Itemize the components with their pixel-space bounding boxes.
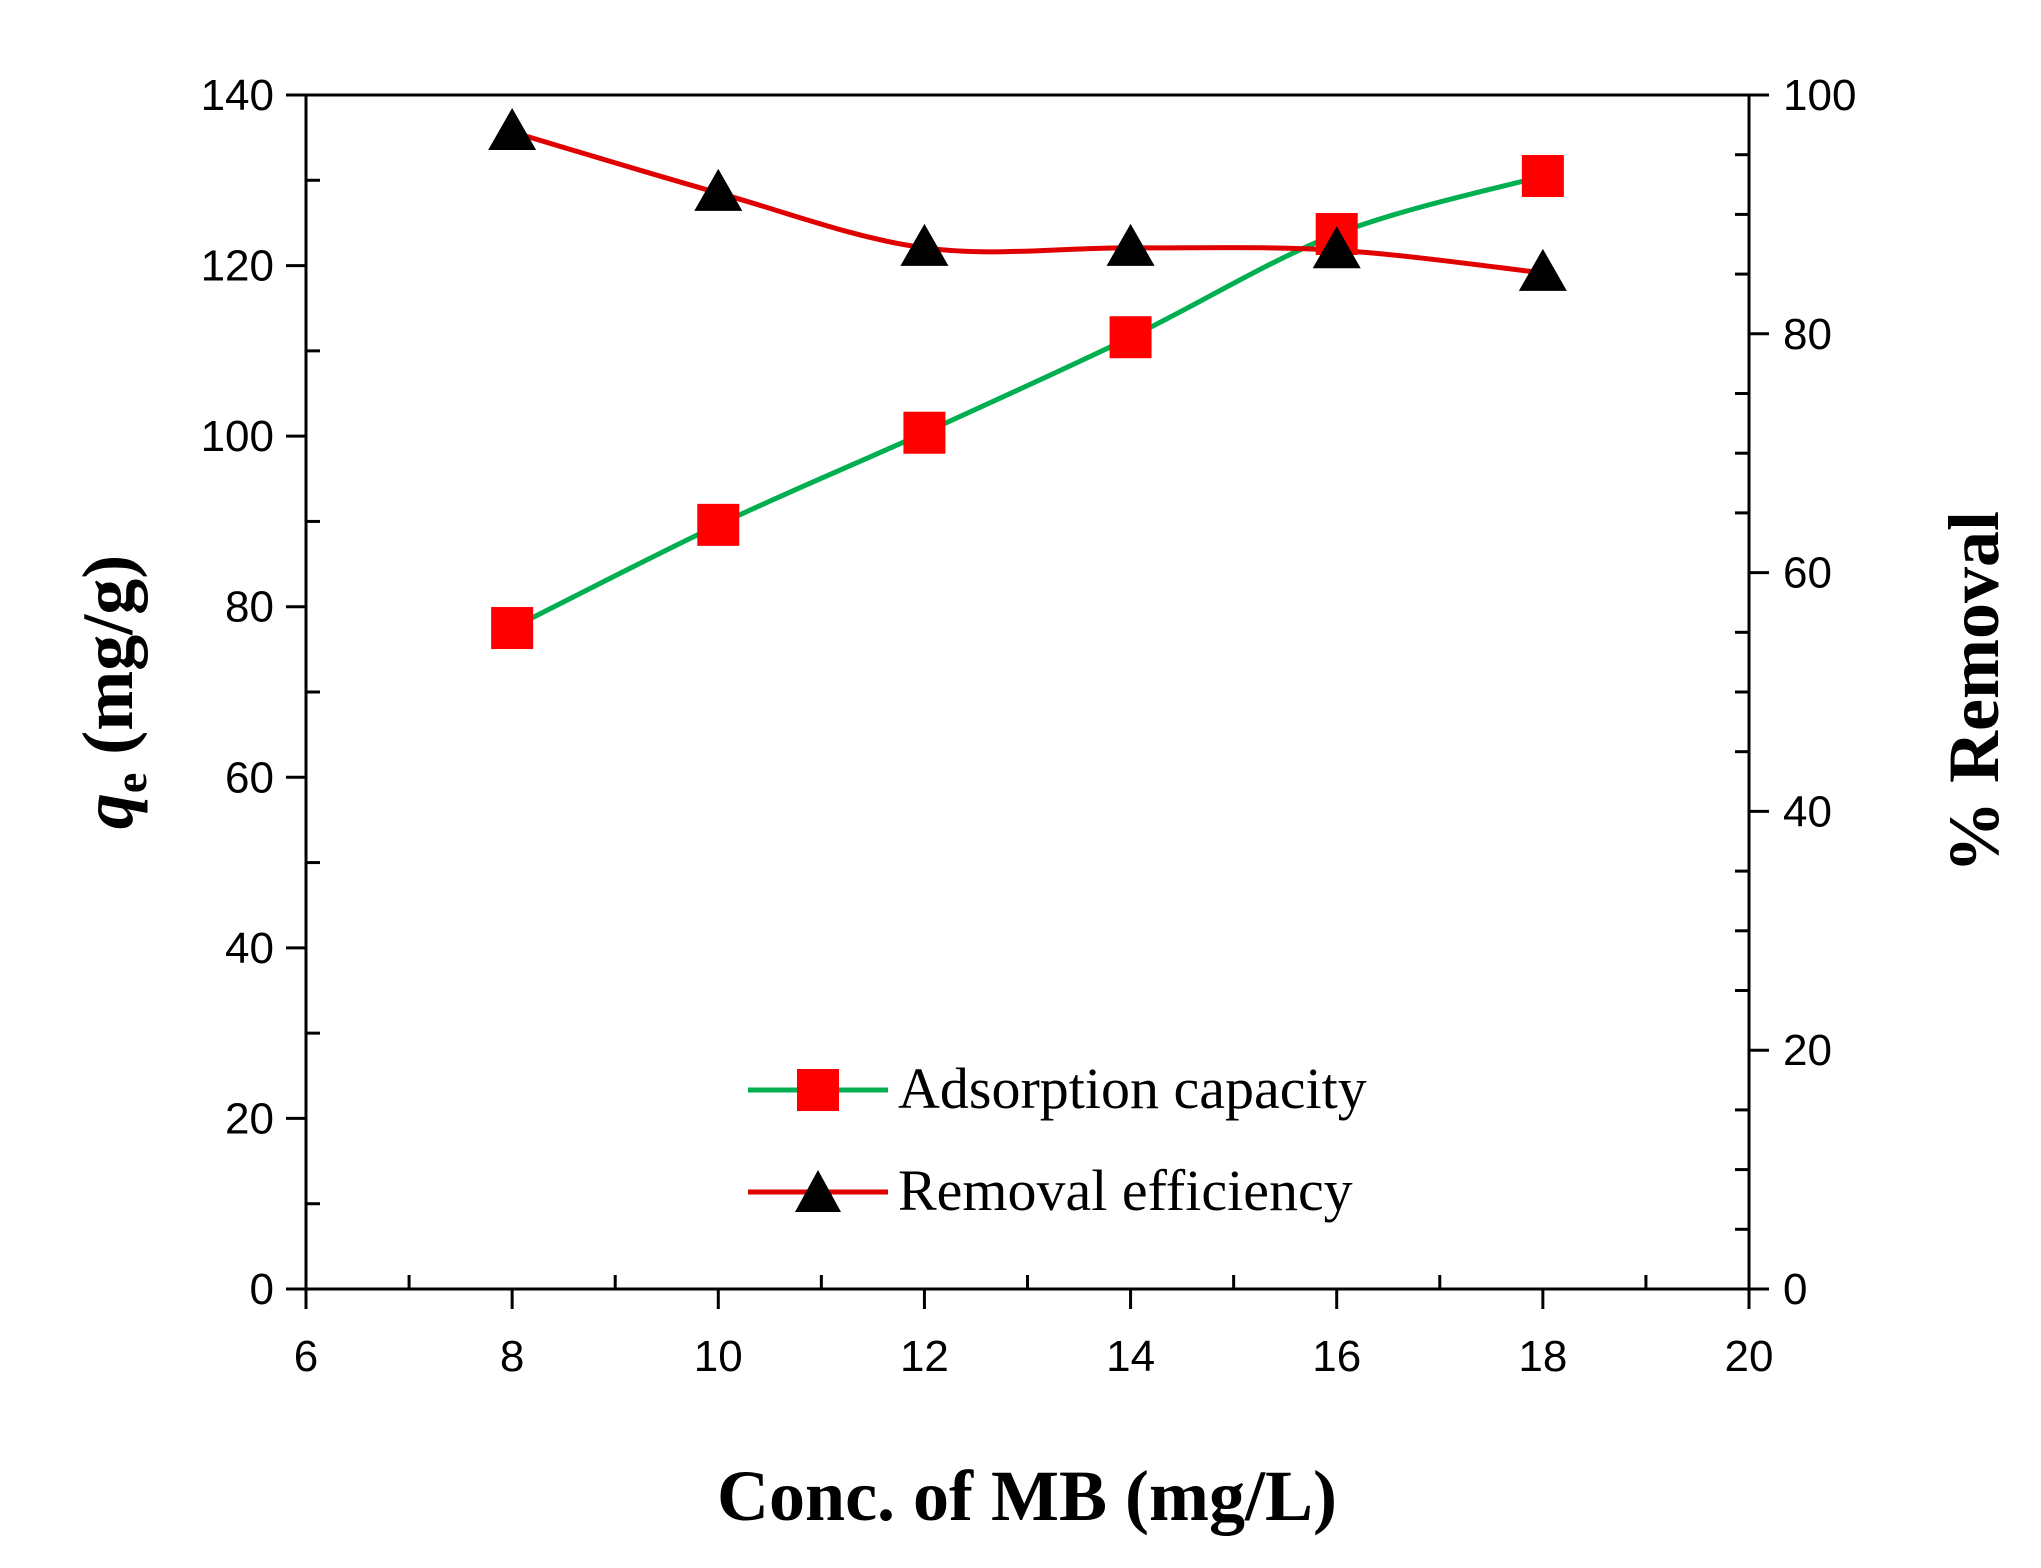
legend: Adsorption capacity Removal efficiency xyxy=(748,1056,1367,1223)
left-y-tick-label: 60 xyxy=(225,753,274,802)
left-y-axis-units: (mg/g) xyxy=(68,555,148,773)
data-point-removal-efficiency xyxy=(488,108,537,151)
right-y-tick-label: 100 xyxy=(1783,71,1856,120)
x-axis-title: Conc. of MB (mg/L) xyxy=(717,1456,1337,1536)
left-y-tick-label: 100 xyxy=(201,412,274,461)
left-y-tick-label: 140 xyxy=(201,71,274,120)
right-y-axis-ticks: 0 20 40 60 80 100 xyxy=(1735,71,1856,1314)
series-layer xyxy=(488,108,1567,650)
series-markers xyxy=(488,108,1567,650)
left-y-axis-title: qe (mg/g) xyxy=(68,555,156,829)
left-y-axis-ticks: 0 20 40 60 80 100 120 140 xyxy=(201,71,320,1314)
x-tick-label: 10 xyxy=(694,1332,743,1381)
legend-marker-removal-efficiency xyxy=(795,1170,841,1212)
series-lines xyxy=(511,129,1544,631)
data-point-removal-efficiency xyxy=(1106,223,1155,266)
x-tick-label: 14 xyxy=(1106,1332,1155,1381)
x-tick-label: 6 xyxy=(294,1332,318,1381)
series-line-removal-efficiency xyxy=(511,129,1544,276)
legend-label-removal-efficiency: Removal efficiency xyxy=(898,1158,1353,1223)
left-y-tick-label: 120 xyxy=(201,242,274,291)
series-line-adsorption-capacity xyxy=(511,173,1544,631)
left-y-tick-label: 80 xyxy=(225,583,274,632)
x-tick-label: 20 xyxy=(1725,1332,1774,1381)
x-axis-ticks: 6 8 10 12 14 16 18 20 xyxy=(294,1275,1774,1381)
left-y-tick-label: 0 xyxy=(250,1265,274,1314)
x-tick-label: 18 xyxy=(1518,1332,1567,1381)
legend-label-adsorption-capacity: Adsorption capacity xyxy=(898,1056,1367,1121)
data-point-removal-efficiency xyxy=(694,168,743,211)
x-tick-label: 8 xyxy=(500,1332,524,1381)
data-point-removal-efficiency xyxy=(1312,226,1361,269)
data-point-adsorption-capacity xyxy=(903,411,946,454)
data-point-adsorption-capacity xyxy=(1109,316,1152,359)
right-y-tick-label: 0 xyxy=(1783,1265,1807,1314)
data-point-adsorption-capacity xyxy=(491,607,534,650)
right-y-tick-label: 20 xyxy=(1783,1026,1832,1075)
left-y-tick-label: 20 xyxy=(225,1094,274,1143)
left-y-axis-subscript: e xyxy=(105,773,156,793)
left-y-tick-label: 40 xyxy=(225,924,274,973)
left-y-axis-symbol: q xyxy=(68,793,148,829)
right-y-tick-label: 80 xyxy=(1783,310,1832,359)
right-y-tick-label: 60 xyxy=(1783,549,1832,598)
data-point-removal-efficiency xyxy=(900,223,949,266)
legend-marker-adsorption-capacity xyxy=(797,1069,839,1111)
data-point-removal-efficiency xyxy=(1518,248,1567,291)
right-y-axis-title: % Removal xyxy=(1934,511,2014,873)
x-tick-label: 16 xyxy=(1312,1332,1361,1381)
right-y-tick-label: 40 xyxy=(1783,787,1832,836)
data-point-adsorption-capacity xyxy=(697,503,740,546)
data-point-adsorption-capacity xyxy=(1521,155,1564,198)
x-tick-label: 12 xyxy=(900,1332,949,1381)
